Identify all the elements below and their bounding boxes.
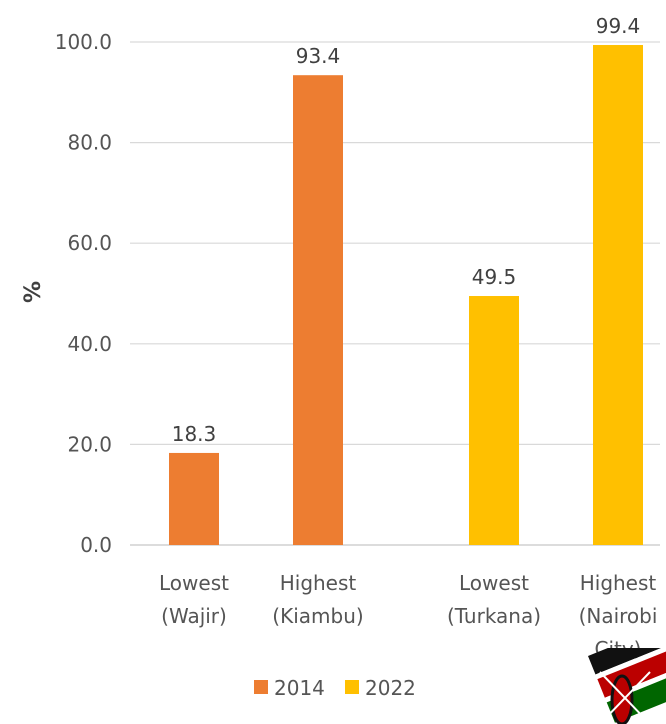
bar — [169, 452, 219, 545]
data-label: 93.4 — [296, 44, 341, 68]
category-labels: Lowest (Wajir) Highest (Kiambu) Lowest (Turka… — [159, 571, 657, 661]
kenya-flag-emblem-icon — [588, 648, 666, 724]
legend-swatch — [254, 680, 268, 694]
bar — [593, 45, 643, 545]
data-label: 18.3 — [172, 422, 217, 446]
category-label: Lowest — [159, 571, 229, 595]
y-tick-label: 100.0 — [55, 30, 112, 54]
category-label: Highest — [580, 571, 657, 595]
y-tick-label: 40.0 — [67, 332, 112, 356]
bar — [469, 296, 519, 545]
bars — [169, 45, 643, 545]
bar — [293, 75, 343, 545]
data-label: 49.5 — [472, 265, 517, 289]
legend: 2014 2022 — [254, 676, 416, 700]
y-tick-label: 0.0 — [80, 533, 112, 557]
category-label: (Turkana) — [447, 604, 541, 628]
category-label: Lowest — [459, 571, 529, 595]
data-labels: 18.3 93.4 49.5 99.4 — [172, 14, 641, 446]
legend-label: 2022 — [365, 676, 416, 700]
category-label: (Kiambu) — [272, 604, 363, 628]
data-label: 99.4 — [596, 14, 641, 38]
gridlines — [130, 41, 660, 546]
legend-label: 2014 — [274, 676, 325, 700]
y-tick-label: 20.0 — [67, 432, 112, 456]
y-tick-label: 60.0 — [67, 231, 112, 255]
y-axis-ticks: 0.0 20.0 40.0 60.0 80.0 100.0 — [55, 30, 112, 557]
y-axis-label: % — [21, 281, 46, 303]
legend-swatch — [345, 680, 359, 694]
category-label: (Wajir) — [161, 604, 227, 628]
category-label: (Nairobi — [579, 604, 658, 628]
category-label: Highest — [280, 571, 357, 595]
y-tick-label: 80.0 — [67, 131, 112, 155]
